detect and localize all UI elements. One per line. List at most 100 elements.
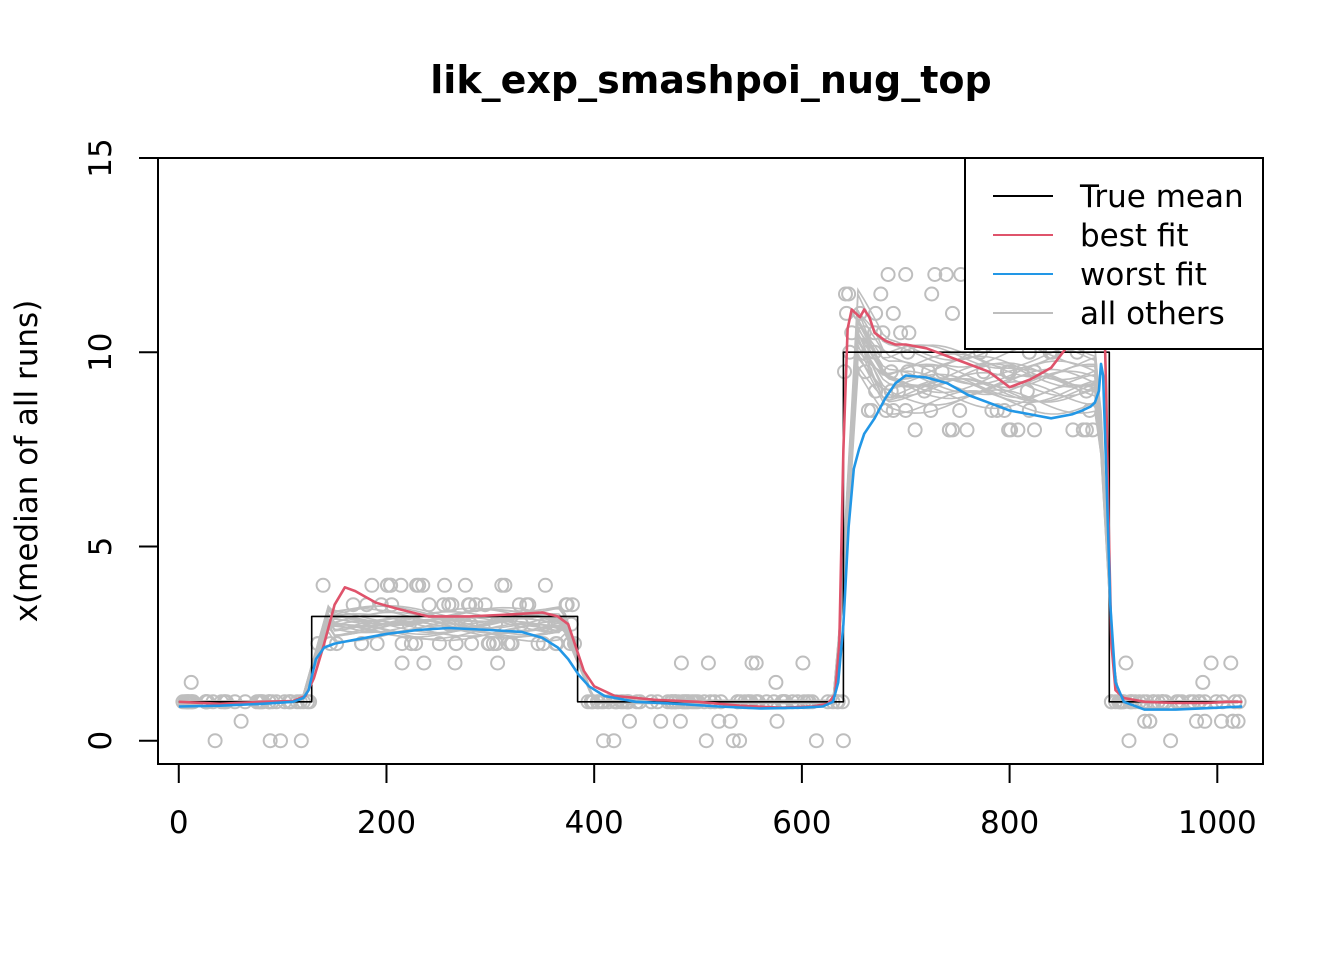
others-series-line bbox=[178, 338, 1239, 703]
x-tick-label: 0 bbox=[169, 805, 189, 841]
worst-fit-line bbox=[178, 362, 1243, 711]
data-point bbox=[1223, 655, 1239, 671]
data-point bbox=[394, 655, 410, 671]
data-point bbox=[431, 636, 447, 652]
data-point bbox=[711, 713, 727, 729]
data-point bbox=[1142, 713, 1158, 729]
data-point bbox=[415, 577, 431, 593]
data-point bbox=[880, 267, 896, 282]
others-series-line bbox=[178, 364, 1239, 704]
data-point bbox=[1230, 713, 1246, 729]
data-point bbox=[1118, 655, 1134, 671]
data-point bbox=[901, 325, 917, 341]
data-point bbox=[952, 403, 968, 418]
data-point bbox=[564, 597, 580, 613]
data-point bbox=[732, 733, 748, 749]
y-tick-label: 10 bbox=[83, 332, 119, 371]
data-point bbox=[893, 325, 909, 341]
x-tick-label: 600 bbox=[772, 805, 831, 841]
data-point bbox=[457, 577, 473, 593]
data-point bbox=[1195, 674, 1211, 690]
data-point bbox=[409, 577, 425, 593]
chart-title: lik_exp_smashpoi_nug_top bbox=[430, 58, 991, 102]
data-point bbox=[795, 655, 811, 671]
data-point bbox=[938, 267, 954, 282]
data-point bbox=[885, 305, 901, 321]
data-point bbox=[394, 636, 410, 652]
data-point bbox=[1021, 403, 1037, 418]
data-point bbox=[808, 733, 824, 749]
others-series-line bbox=[178, 344, 1239, 703]
data-point bbox=[558, 597, 574, 613]
data-point bbox=[698, 733, 714, 749]
data-point bbox=[907, 422, 923, 438]
data-point bbox=[315, 577, 331, 593]
others-series-line bbox=[178, 323, 1239, 703]
y-tick-label: 0 bbox=[83, 731, 119, 751]
data-point bbox=[1075, 422, 1091, 438]
legend-label: all others bbox=[1080, 296, 1225, 332]
data-point bbox=[839, 305, 854, 321]
others-series-line bbox=[178, 349, 1239, 704]
data-point bbox=[748, 655, 764, 671]
data-point bbox=[354, 636, 370, 652]
data-point bbox=[494, 577, 510, 593]
data-point bbox=[622, 713, 637, 729]
data-point bbox=[477, 597, 493, 613]
data-point bbox=[329, 636, 345, 652]
data-point bbox=[233, 713, 249, 729]
data-point bbox=[837, 364, 852, 380]
x-axis: 0 200 400 600 800 1000 bbox=[169, 763, 1257, 841]
data-point bbox=[722, 713, 738, 729]
others-series-line bbox=[178, 332, 1239, 703]
data-point bbox=[769, 713, 785, 729]
data-point bbox=[653, 713, 669, 729]
x-tick-label: 800 bbox=[980, 805, 1039, 841]
others-series-line bbox=[178, 369, 1239, 704]
legend-box bbox=[964, 157, 1264, 350]
data-point bbox=[1027, 422, 1042, 438]
data-point bbox=[183, 674, 199, 690]
data-point bbox=[1189, 713, 1204, 729]
y-axis-title: x(median of all runs) bbox=[9, 300, 45, 623]
data-point bbox=[898, 267, 914, 282]
data-point bbox=[293, 733, 309, 749]
data-point bbox=[1010, 422, 1026, 438]
data-point bbox=[1163, 733, 1179, 749]
data-point bbox=[1137, 713, 1153, 729]
data-point bbox=[873, 286, 889, 302]
data-point bbox=[273, 733, 288, 749]
data-point bbox=[416, 655, 432, 671]
data-point bbox=[924, 286, 940, 302]
y-tick-label: 5 bbox=[83, 537, 119, 557]
data-point bbox=[673, 655, 689, 671]
data-point bbox=[1121, 733, 1137, 749]
x-tick-label: 1000 bbox=[1178, 805, 1257, 841]
data-point bbox=[537, 577, 553, 593]
data-point bbox=[596, 733, 611, 749]
data-point bbox=[480, 636, 496, 652]
data-point bbox=[448, 636, 464, 652]
others-series-line bbox=[178, 320, 1239, 705]
data-point bbox=[393, 577, 409, 593]
data-point bbox=[941, 422, 957, 438]
data-point bbox=[1003, 422, 1019, 438]
data-point bbox=[672, 713, 688, 729]
data-point bbox=[1214, 713, 1229, 729]
data-point bbox=[207, 733, 223, 749]
data-point bbox=[835, 733, 851, 749]
data-point bbox=[1225, 713, 1241, 729]
data-point bbox=[262, 733, 278, 749]
data-point bbox=[421, 597, 437, 613]
data-point bbox=[1203, 655, 1219, 671]
data-point bbox=[437, 577, 453, 593]
data-point bbox=[989, 403, 1005, 418]
data-point bbox=[1197, 713, 1213, 729]
data-point bbox=[945, 305, 960, 321]
data-point bbox=[768, 674, 784, 690]
data-point bbox=[725, 733, 741, 749]
legend-label: True mean bbox=[1079, 179, 1244, 215]
data-point bbox=[373, 597, 389, 613]
